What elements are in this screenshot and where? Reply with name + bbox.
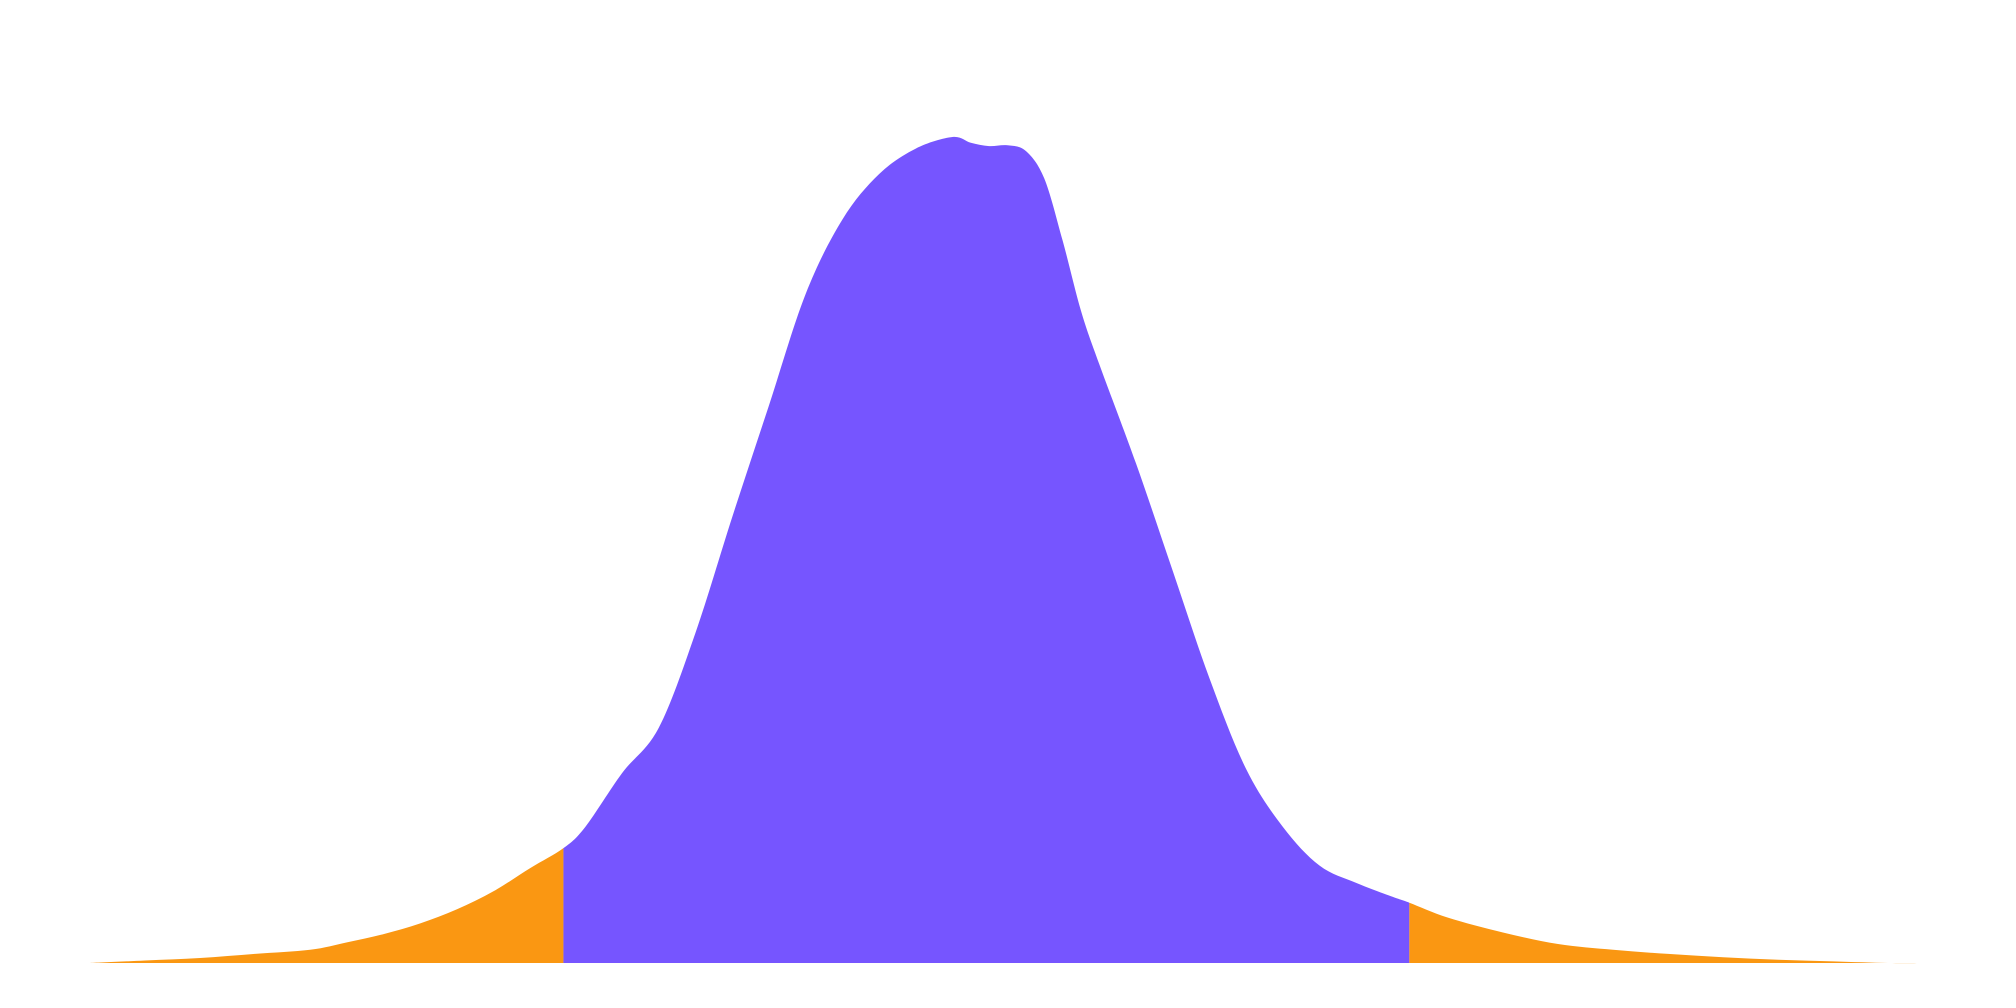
upper-tail-area <box>1409 902 1925 964</box>
central-area <box>563 136 1410 963</box>
lower-tail-area <box>90 848 564 963</box>
